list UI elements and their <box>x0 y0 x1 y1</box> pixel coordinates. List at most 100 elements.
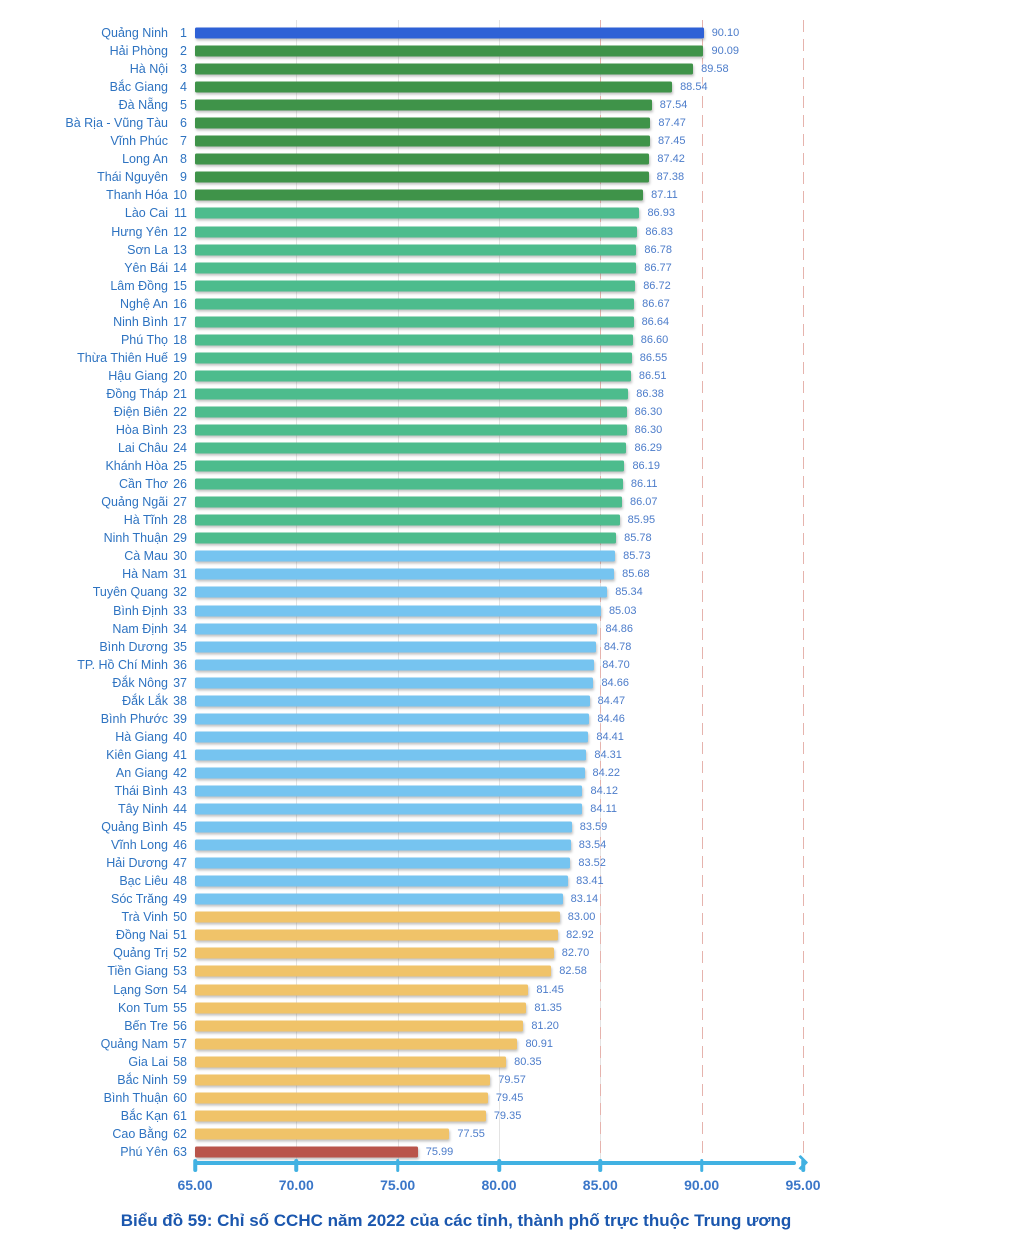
bar-row: Trà Vinh 50 83.00 <box>0 908 1012 926</box>
bar-track: 86.77 <box>195 259 803 277</box>
bar-track: 83.52 <box>195 854 803 872</box>
bar-track: 90.09 <box>195 42 803 60</box>
bar-track: 87.54 <box>195 96 803 114</box>
province-rank: 31 <box>173 567 187 582</box>
province-name: TP. Hồ Chí Minh <box>77 657 168 672</box>
province-rank: 3 <box>180 62 187 77</box>
province-name: Đà Nẵng <box>118 98 168 113</box>
axis-tick-label: 95.00 <box>785 1177 821 1193</box>
gridline-dashed <box>803 20 804 1163</box>
value-bar <box>195 1128 450 1140</box>
value-label: 89.58 <box>701 63 729 76</box>
value-label: 82.92 <box>566 929 594 942</box>
value-bar <box>195 81 673 93</box>
value-bar <box>195 63 694 75</box>
axis-tick-label: 70.00 <box>278 1177 314 1193</box>
province-rank: 14 <box>173 260 187 275</box>
province-rank: 54 <box>173 982 187 997</box>
value-label: 84.78 <box>603 640 632 653</box>
bar-track: 86.38 <box>195 385 803 403</box>
value-bar <box>195 298 635 310</box>
bar-track: 84.47 <box>195 692 803 710</box>
province-rank: 2 <box>180 44 187 59</box>
bar-track: 85.34 <box>195 583 803 601</box>
province-name: Phú Thọ <box>120 332 168 347</box>
value-bar <box>195 965 552 977</box>
bar-row: Cần Thơ 26 86.11 <box>0 475 1012 493</box>
bar-row: Bình Định 33 85.03 <box>0 602 1012 620</box>
value-label: 83.52 <box>578 857 606 870</box>
province-name: Bắc Giang <box>109 80 168 95</box>
province-name: Lào Cai <box>124 206 168 221</box>
bar-row: Gia Lai 58 80.35 <box>0 1053 1012 1071</box>
province-name: Bình Dương <box>99 639 168 654</box>
bar-rows: Quảng Ninh 1 90.10 Hải Phòng 2 90.09 Hà Nội 3 89… <box>0 24 1012 1161</box>
province-name: Gia Lai <box>128 1054 168 1069</box>
province-rank: 23 <box>173 423 187 438</box>
bar-row: Lâm Đồng 15 86.72 <box>0 277 1012 295</box>
province-rank: 37 <box>173 675 187 690</box>
bar-track: 79.35 <box>195 1107 803 1125</box>
province-rank: 10 <box>173 188 187 203</box>
province-rank: 40 <box>173 729 187 744</box>
value-label: 83.59 <box>579 821 608 834</box>
bar-track: 83.54 <box>195 836 803 854</box>
bar-row: Vĩnh Long 46 83.54 <box>0 836 1012 854</box>
province-rank: 52 <box>173 946 187 961</box>
province-name: Đồng Tháp <box>106 386 168 401</box>
province-name: Thừa Thiên Huế <box>77 350 168 365</box>
value-label: 86.67 <box>642 297 670 310</box>
bar-track: 86.83 <box>195 223 803 241</box>
value-label: 86.60 <box>640 333 669 346</box>
province-rank: 41 <box>173 747 187 762</box>
province-name: Bà Rịa - Vũng Tàu <box>65 116 168 131</box>
value-label: 86.30 <box>634 424 663 437</box>
value-bar <box>195 1020 524 1032</box>
value-label: 84.12 <box>590 784 619 797</box>
province-name: Tiền Giang <box>107 964 168 979</box>
value-bar <box>195 550 616 562</box>
bar-track: 86.67 <box>195 295 803 313</box>
province-name: Hà Tĩnh <box>123 513 168 528</box>
bar-row: Bạc Liêu 48 83.41 <box>0 872 1012 890</box>
bar-row: Hòa Bình 23 86.30 <box>0 421 1012 439</box>
value-bar <box>195 1146 418 1158</box>
bar-track: 86.55 <box>195 349 803 367</box>
province-name: Cao Bằng <box>112 1126 168 1141</box>
bar-row: Yên Bái 14 86.77 <box>0 259 1012 277</box>
value-label: 83.41 <box>576 875 604 888</box>
province-rank: 35 <box>173 639 187 654</box>
bar-track: 84.86 <box>195 620 803 638</box>
bar-row: Bắc Giang 4 88.54 <box>0 78 1012 96</box>
value-bar <box>195 1092 488 1104</box>
value-bar <box>195 731 589 743</box>
value-bar <box>195 496 623 508</box>
province-name: Hải Phòng <box>109 44 168 59</box>
bar-track: 87.42 <box>195 150 803 168</box>
bar-track: 84.22 <box>195 764 803 782</box>
province-rank: 61 <box>173 1108 187 1123</box>
bar-track: 77.55 <box>195 1125 803 1143</box>
province-rank: 12 <box>173 224 187 239</box>
province-name: Trà Vinh <box>121 910 168 925</box>
province-name: Kon Tum <box>117 1000 168 1015</box>
province-name: Lâm Đồng <box>110 278 168 293</box>
bar-row: Lạng Sơn 54 81.45 <box>0 980 1012 998</box>
province-rank: 55 <box>173 1000 187 1015</box>
province-rank: 6 <box>180 116 187 131</box>
axis-tick <box>801 1159 805 1172</box>
bar-track: 79.45 <box>195 1089 803 1107</box>
bar-row: Quảng Ngãi 27 86.07 <box>0 493 1012 511</box>
value-label: 86.72 <box>643 279 671 292</box>
province-name: Quảng Trị <box>113 946 168 961</box>
value-bar <box>195 442 627 454</box>
province-name: Hậu Giang <box>108 368 168 383</box>
value-label: 86.38 <box>636 387 664 400</box>
value-label: 77.55 <box>457 1127 485 1140</box>
axis-tick-label: 80.00 <box>481 1177 517 1193</box>
bar-row: Đồng Nai 51 82.92 <box>0 926 1012 944</box>
value-label: 84.41 <box>596 730 624 743</box>
value-label: 84.31 <box>594 748 622 761</box>
axis-tick-label: 65.00 <box>177 1177 213 1193</box>
value-label: 82.70 <box>561 947 590 960</box>
